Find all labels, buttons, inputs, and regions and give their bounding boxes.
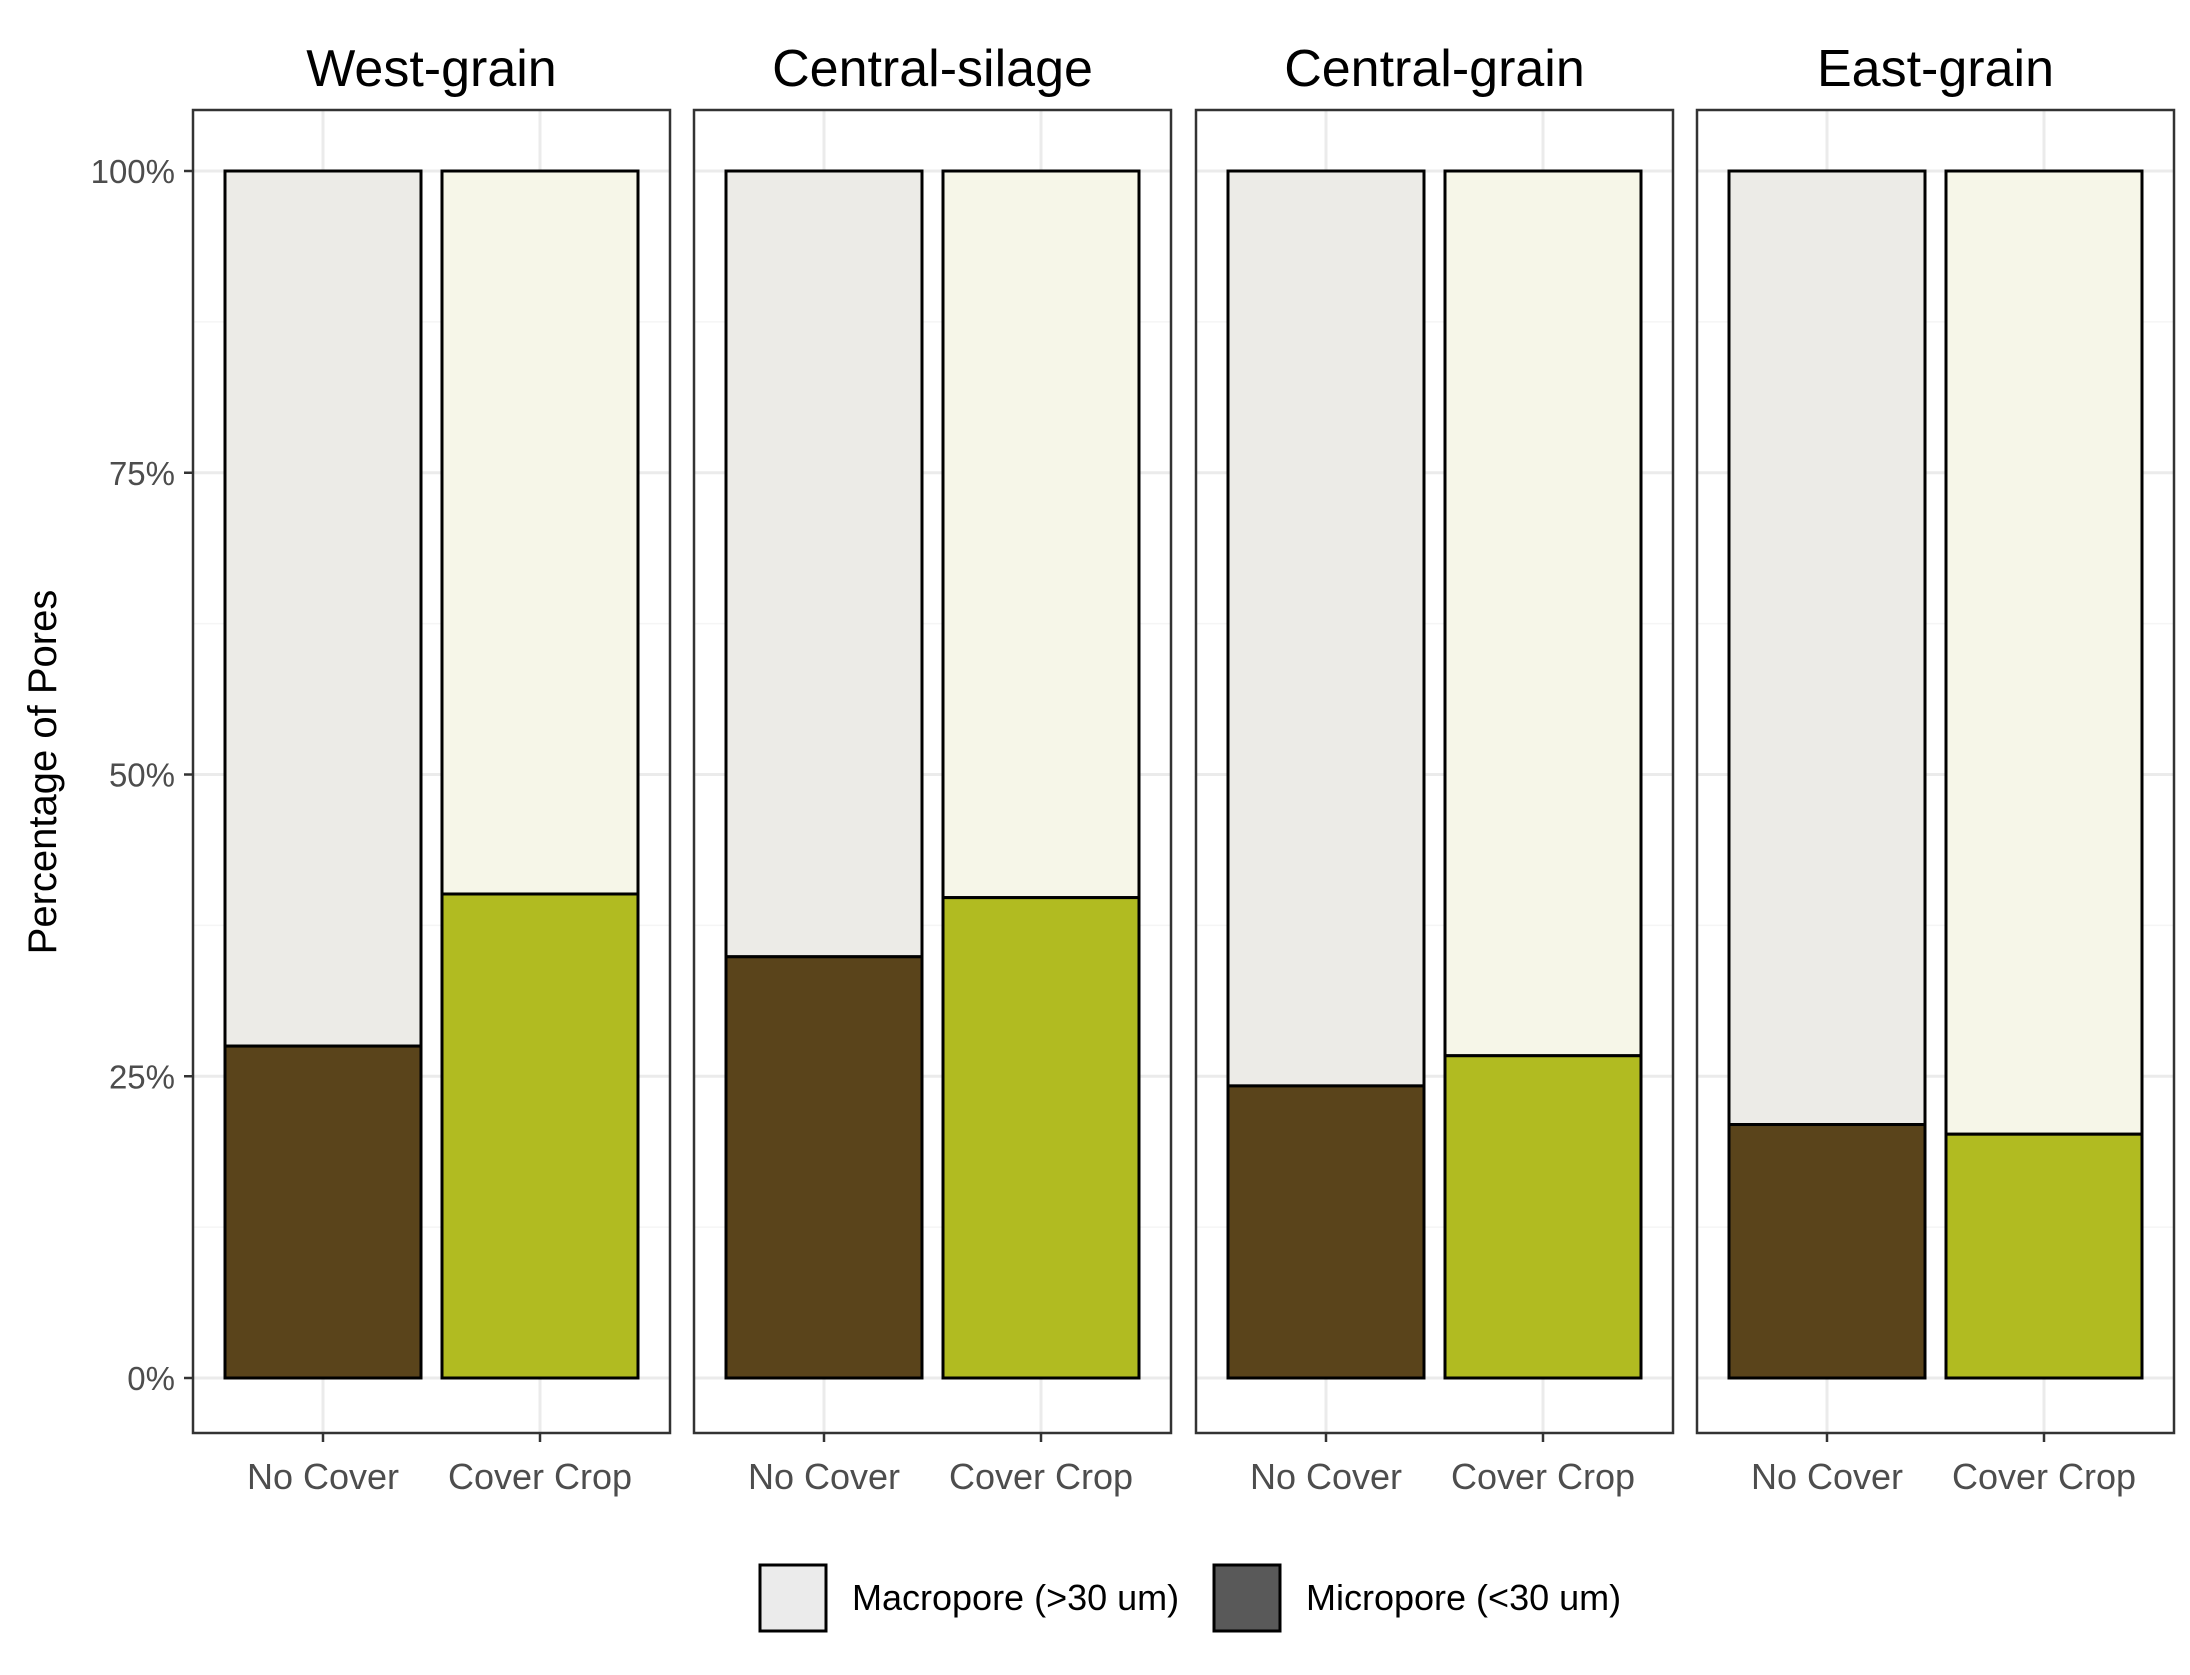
legend-key bbox=[1212, 1563, 1282, 1633]
bars-layer bbox=[223, 169, 2144, 1380]
facet-title: West-grain bbox=[306, 40, 556, 98]
facet-title: Central-grain bbox=[1284, 40, 1585, 98]
bar-macropore-central-silage-no-cover bbox=[724, 169, 924, 959]
bar-macropore-west-grain-no-cover bbox=[223, 169, 423, 1048]
x-tick-label: Cover Crop bbox=[1952, 1456, 2136, 1497]
x-tick-label: No Cover bbox=[748, 1456, 900, 1497]
bar-macropore-west-grain-cover-crop bbox=[440, 169, 640, 896]
bar-macropore-central-grain-cover-crop bbox=[1443, 169, 1643, 1058]
bar-micropore-central-silage-cover-crop bbox=[941, 896, 1141, 1380]
bar-micropore-west-grain-cover-crop bbox=[440, 892, 640, 1380]
x-tick-label: No Cover bbox=[1250, 1456, 1402, 1497]
facet-title: Central-silage bbox=[772, 40, 1093, 98]
bar-macropore-east-grain-no-cover bbox=[1727, 169, 1927, 1127]
x-tick-label: No Cover bbox=[247, 1456, 399, 1497]
legend-key bbox=[758, 1563, 828, 1633]
bar-macropore-central-grain-no-cover bbox=[1226, 169, 1426, 1088]
x-tick-label: Cover Crop bbox=[1451, 1456, 1635, 1497]
legend-label: Macropore (>30 um) bbox=[852, 1577, 1179, 1618]
y-tick-label: 25% bbox=[109, 1058, 175, 1095]
x-tick-label: Cover Crop bbox=[448, 1456, 632, 1497]
bar-micropore-central-silage-no-cover bbox=[724, 955, 924, 1380]
y-tick-label: 75% bbox=[109, 455, 175, 492]
panel-frame bbox=[1194, 108, 1675, 1435]
x-tick-label: No Cover bbox=[1751, 1456, 1903, 1497]
bar-micropore-east-grain-cover-crop bbox=[1944, 1132, 2144, 1380]
facet-title: East-grain bbox=[1817, 40, 2054, 98]
x-tick-label: Cover Crop bbox=[949, 1456, 1133, 1497]
panel-frame bbox=[692, 108, 1173, 1435]
bar-micropore-central-grain-no-cover bbox=[1226, 1084, 1426, 1380]
panel-frames-layer bbox=[184, 108, 2176, 1442]
y-tick-label: 50% bbox=[109, 757, 175, 794]
panel-frame bbox=[1695, 108, 2176, 1435]
bar-macropore-central-silage-cover-crop bbox=[941, 169, 1141, 900]
legend: Macropore (>30 um) Micropore (<30 um) bbox=[758, 1563, 1621, 1633]
labels-layer: No Cover Cover Crop West-grain No Cover Cove… bbox=[91, 40, 2136, 1497]
bar-micropore-west-grain-no-cover bbox=[223, 1044, 423, 1380]
y-tick-label: 100% bbox=[91, 153, 175, 190]
bar-macropore-east-grain-cover-crop bbox=[1944, 169, 2144, 1136]
bar-micropore-central-grain-cover-crop bbox=[1443, 1054, 1643, 1380]
y-tick-label: 0% bbox=[127, 1360, 175, 1397]
y-axis-title: Percentage of Pores bbox=[21, 590, 65, 955]
bar-micropore-east-grain-no-cover bbox=[1727, 1123, 1927, 1380]
panel-frame bbox=[191, 108, 672, 1435]
legend-label: Micropore (<30 um) bbox=[1306, 1577, 1621, 1618]
